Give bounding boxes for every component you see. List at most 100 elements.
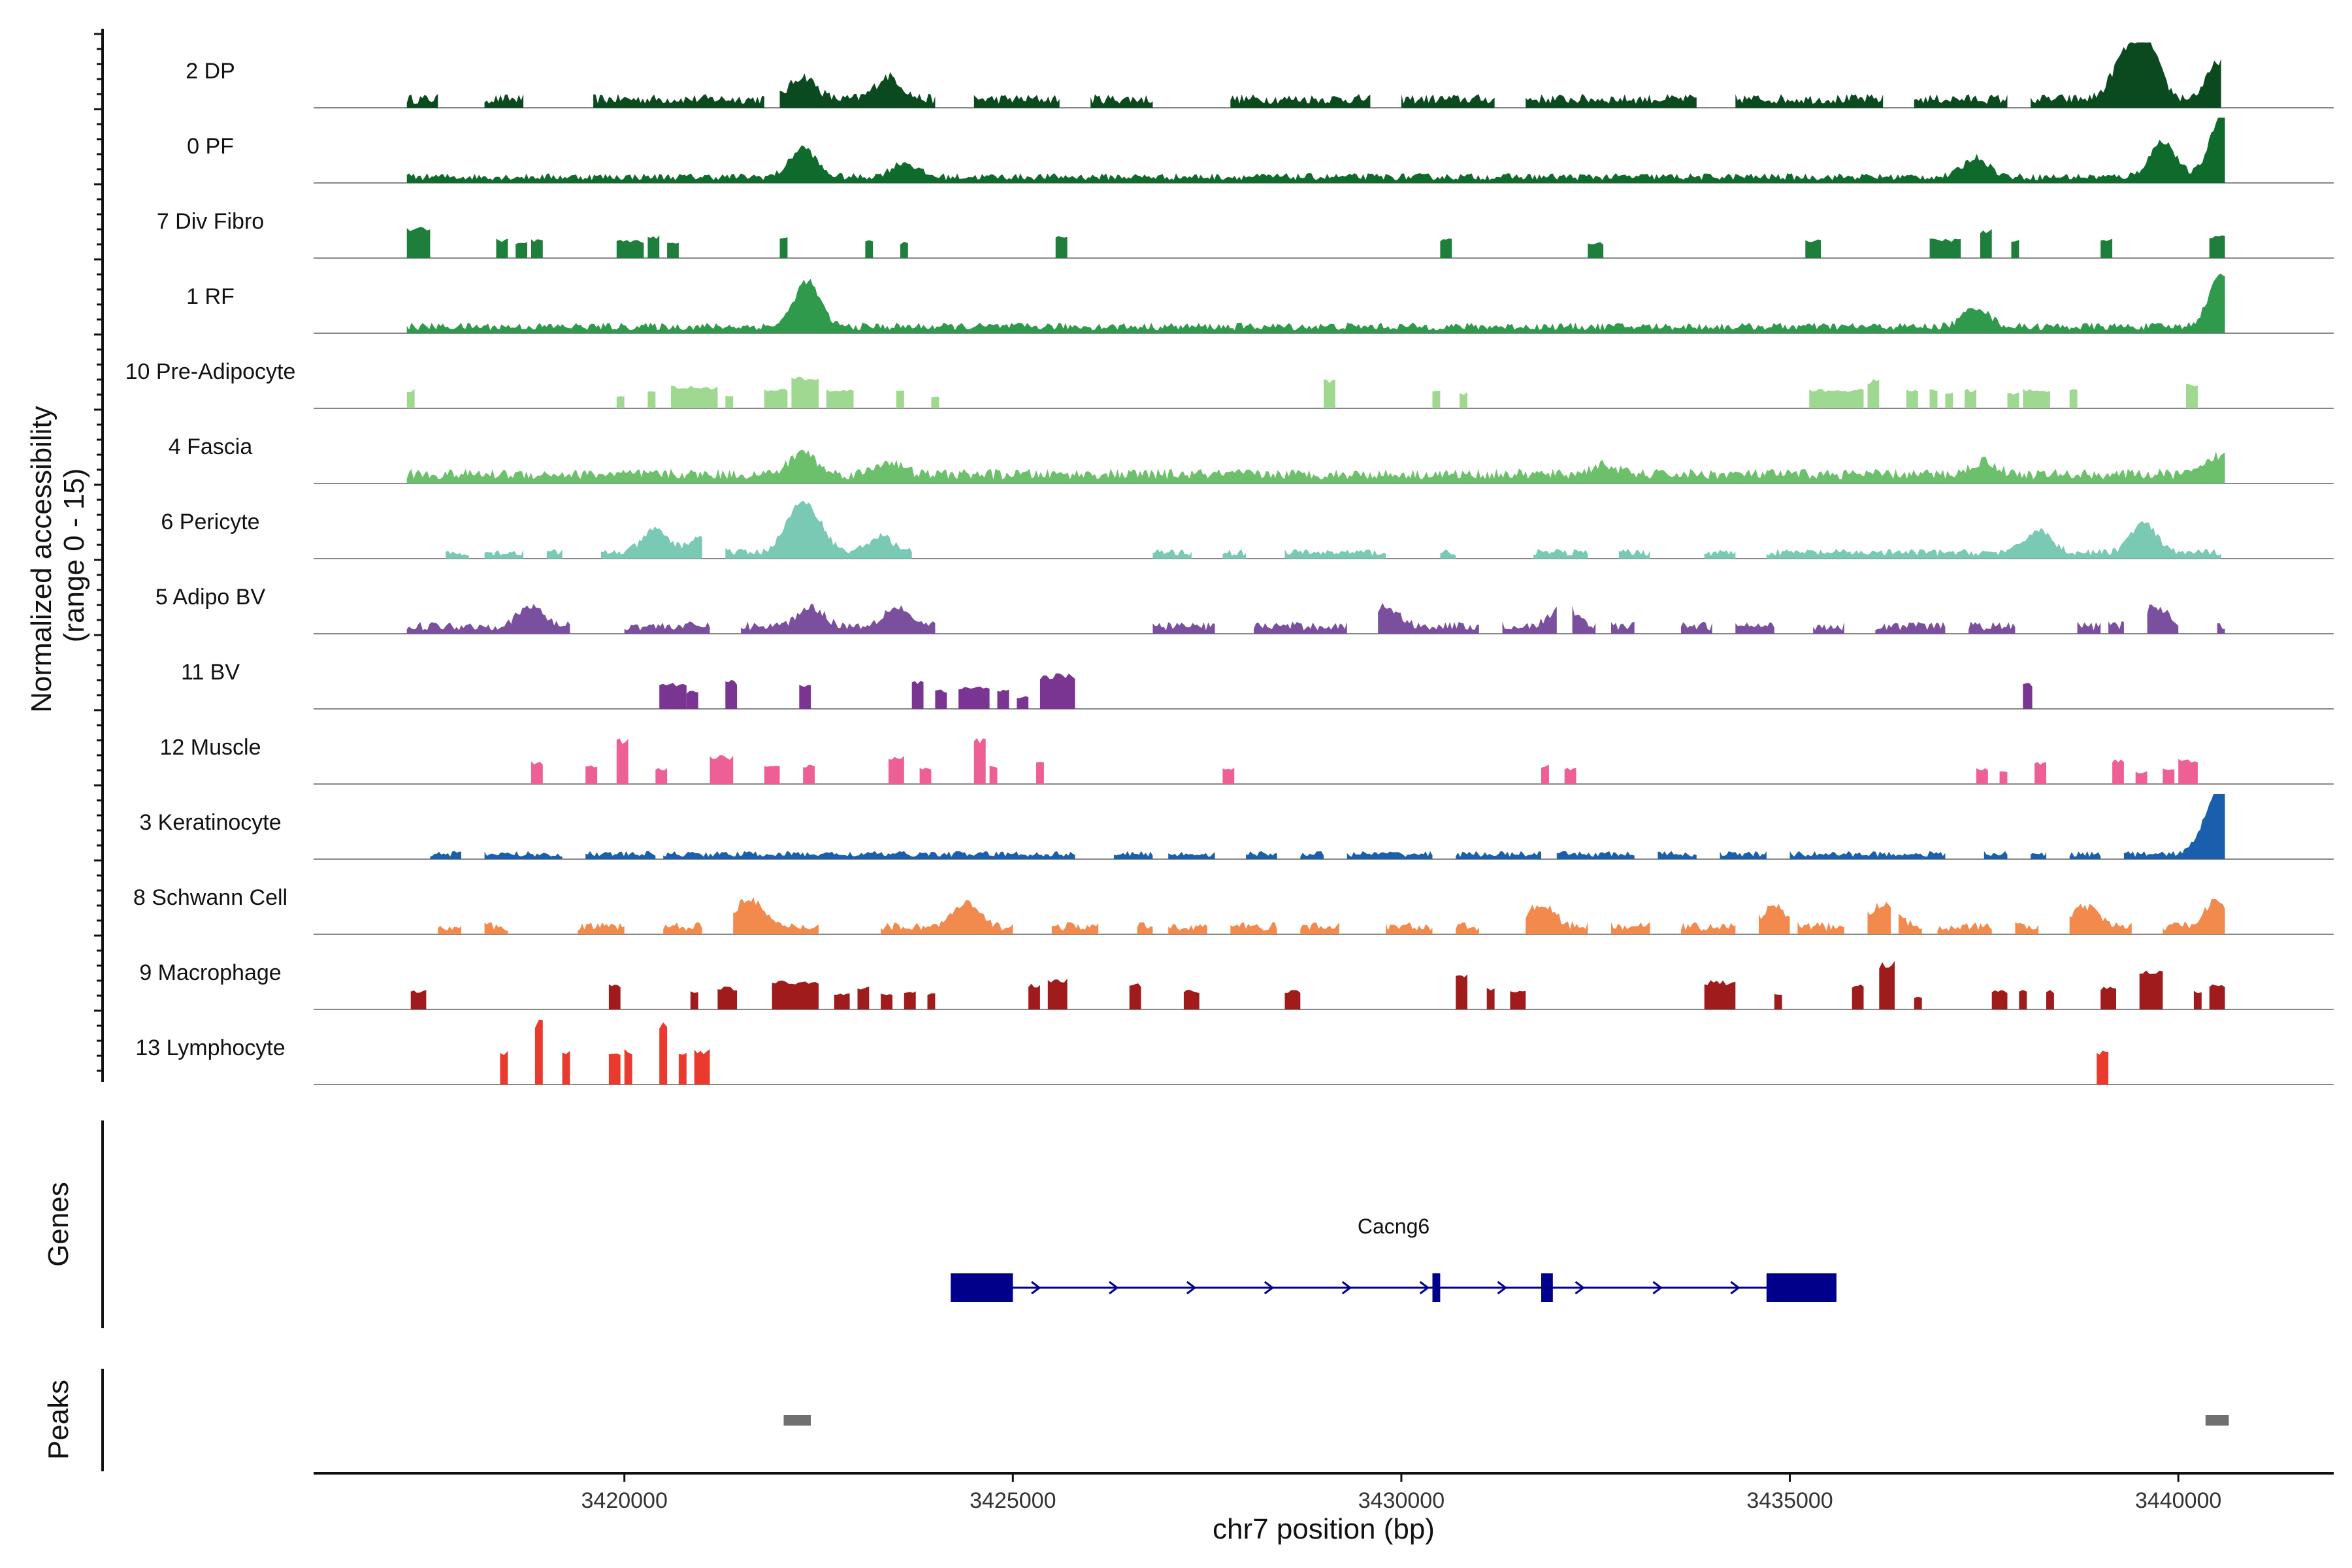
- coverage-area: [733, 897, 819, 934]
- track-8: 11 BV: [181, 660, 2334, 710]
- coverage-block: [562, 1051, 570, 1085]
- coverage-block: [2034, 762, 2046, 784]
- coverage-area: [1347, 851, 1433, 859]
- coverage-area: [484, 922, 508, 934]
- coverage-block: [1809, 389, 1864, 408]
- coverage-area: [1230, 94, 1371, 108]
- coverage-block: [2193, 990, 2202, 1009]
- track-label: 5 Adipo BV: [155, 585, 266, 610]
- track-0: 2 DP: [186, 42, 2334, 108]
- strand-arrow: [1186, 1281, 1197, 1295]
- coverage-area: [601, 526, 702, 559]
- coverage-block: [1879, 960, 1895, 1009]
- coverage-block: [865, 240, 874, 258]
- track-1: 0 PF: [187, 118, 2334, 184]
- coverage-area: [1720, 851, 1767, 859]
- coverage-block: [2178, 759, 2198, 784]
- coverage-block: [1222, 768, 1235, 784]
- peak-region: [783, 1415, 811, 1426]
- x-tick-label: 3440000: [2135, 1488, 2221, 1513]
- coverage-block: [1929, 389, 1938, 408]
- coverage-block: [585, 765, 598, 784]
- coverage-block: [655, 768, 668, 784]
- track-7: 5 Adipo BV: [155, 585, 2334, 634]
- track-13: 13 Lymphocyte: [135, 1019, 2334, 1085]
- coverage-block: [803, 764, 815, 784]
- y-axis-title-line-1: Normalized accessibility: [25, 406, 57, 712]
- coverage-block: [659, 683, 687, 709]
- coverage-block: [826, 389, 854, 408]
- coverage-block: [889, 756, 904, 784]
- coverage-block: [935, 689, 947, 709]
- coverage-block: [647, 391, 656, 408]
- coverage-block: [1284, 990, 1301, 1009]
- coverage-area: [578, 923, 625, 934]
- coverage-block: [616, 396, 625, 408]
- coverage-block: [881, 993, 892, 1009]
- coverage-block: [919, 768, 932, 784]
- coverage-area: [406, 273, 2225, 333]
- track-label: 7 Div Fibro: [157, 209, 264, 234]
- coverage-area: [624, 621, 710, 634]
- coverage-block: [791, 376, 819, 408]
- coverage-block: [958, 687, 990, 709]
- gene-exon: [951, 1273, 1013, 1302]
- coverage-area: [1704, 549, 1736, 559]
- coverage-area: [2147, 604, 2179, 634]
- strand-arrow: [1419, 1281, 1430, 1295]
- coverage-area: [2031, 42, 2221, 108]
- coverage-block: [896, 390, 904, 408]
- coverage-block: [900, 242, 908, 258]
- coverage-area: [1867, 902, 1891, 934]
- coverage-block: [500, 1051, 508, 1085]
- track-label: 9 Macrophage: [139, 960, 281, 985]
- coverage-block: [725, 679, 738, 709]
- coverage-area: [484, 94, 524, 108]
- coverage-block: [690, 991, 698, 1009]
- coverage-block: [2097, 1051, 2109, 1085]
- coverage-area: [2163, 898, 2225, 934]
- strand-arrow: [1652, 1281, 1663, 1295]
- coverage-block: [1980, 229, 1992, 258]
- coverage-area: [406, 604, 570, 634]
- coverage-area: [741, 604, 936, 634]
- coverage-area: [546, 549, 563, 559]
- coverage-area: [1246, 851, 1277, 859]
- strand-arrow: [1341, 1281, 1352, 1295]
- coverage-block: [1564, 768, 1576, 784]
- coverage-area: [1300, 851, 1324, 859]
- coverage-block: [2112, 759, 2124, 784]
- x-tick-label: 3435000: [1746, 1488, 1833, 1513]
- coverage-block: [531, 239, 543, 258]
- coverage-block: [904, 991, 916, 1009]
- coverage-block: [717, 987, 738, 1009]
- coverage-area: [2108, 621, 2124, 634]
- track-9: 12 Muscle: [160, 735, 2334, 785]
- coverage-area: [593, 93, 764, 108]
- coverage-area: [1456, 851, 1541, 859]
- coverage-block: [1704, 980, 1736, 1009]
- coverage-block: [659, 1022, 668, 1085]
- coverage-tracks: 2 DP 0 PF 7 Div Fibro 1 RF 10 Pre-Adipocyte 4…: [125, 42, 2334, 1085]
- coverage-area: [779, 72, 936, 108]
- coverage-block: [779, 237, 788, 258]
- coverage-area: [1284, 549, 1386, 559]
- coverage-block: [799, 685, 811, 709]
- coverage-area: [2015, 922, 2039, 934]
- coverage-block: [1047, 979, 1068, 1009]
- x-tick-label: 3420000: [581, 1488, 668, 1513]
- x-tick-label: 3430000: [1358, 1488, 1445, 1513]
- coverage-block: [1055, 236, 1068, 258]
- coverage-area: [585, 851, 656, 859]
- coverage-block: [667, 242, 679, 258]
- coverage-block: [686, 691, 698, 709]
- coverage-block: [1867, 379, 1880, 408]
- coverage-area: [2069, 851, 2101, 859]
- coverage-block: [678, 1053, 687, 1085]
- coverage-area: [2069, 904, 2132, 934]
- track-label: 8 Schwann Cell: [133, 885, 287, 910]
- coverage-block: [616, 738, 629, 784]
- coverage-block: [1324, 379, 1335, 408]
- coverage-area: [1572, 605, 1596, 634]
